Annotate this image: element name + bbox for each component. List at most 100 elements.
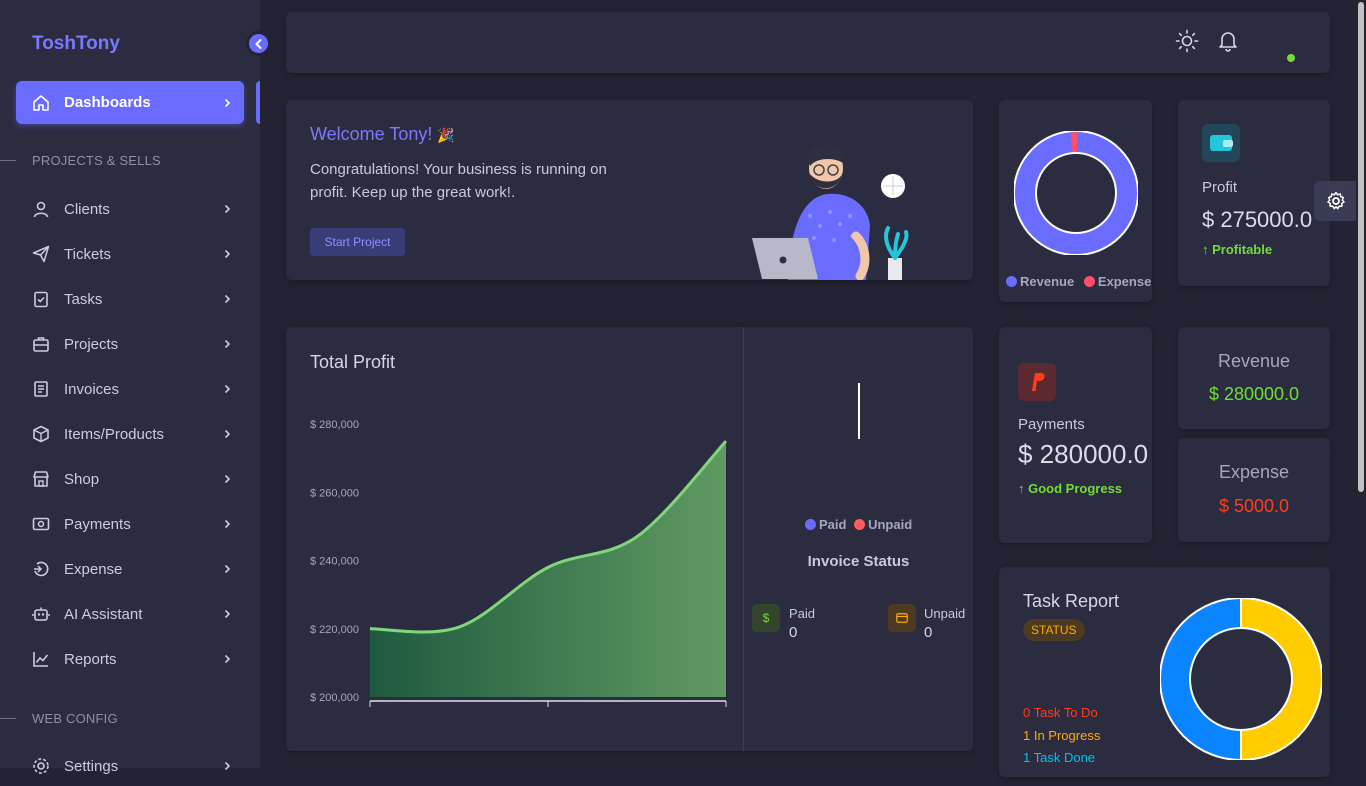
sidebar-item-expense[interactable]: Expense: [16, 549, 244, 589]
paypal-icon: [1018, 363, 1056, 401]
send-icon: [32, 245, 50, 263]
sidebar-item-label: Items/Products: [64, 425, 165, 443]
sun-icon[interactable]: [1175, 29, 1199, 53]
chevron-right-icon: [224, 384, 231, 394]
welcome-card: Welcome Tony! 🎉 Congratulations! Your bu…: [286, 100, 973, 280]
chevron-right-icon: [224, 204, 231, 214]
profit-area: [370, 441, 726, 697]
chevron-right-icon: [224, 761, 231, 771]
payments-card: Payments $ 280000.0 ↑ Good Progress: [999, 327, 1152, 543]
cash-icon: [32, 515, 50, 533]
avatar[interactable]: [1250, 24, 1290, 64]
in-progress-slice: [1240, 599, 1321, 759]
sidebar-item-tickets[interactable]: Tickets: [16, 234, 244, 274]
sidebar: ToshTony Dashboards PROJECTS & SELLS Cli…: [0, 0, 271, 775]
y-tick-label: $ 220,000: [310, 624, 359, 636]
revenue-value: $ 280000.0: [1208, 384, 1300, 404]
expense-value: $ 5000.0: [1218, 496, 1290, 516]
party-icon: 🎉: [437, 127, 455, 143]
task-report-title: Task Report: [1023, 591, 1120, 611]
task-report-donut: [1160, 598, 1322, 760]
theme-settings-button[interactable]: [1314, 181, 1358, 221]
task-in-progress: 1 In Progress: [1023, 728, 1101, 743]
collapse-sidebar-button[interactable]: [246, 31, 271, 56]
profit-line: [369, 440, 728, 634]
expense-card: Expense $ 5000.0: [1178, 438, 1330, 542]
chevron-left-icon: [254, 38, 261, 49]
payments-value: $ 280000.0: [1018, 439, 1149, 469]
dollar-icon: $: [752, 604, 780, 632]
revenue-card: Revenue $ 280000.0: [1178, 327, 1330, 429]
package-icon: [32, 425, 50, 443]
scrollbar-thumb[interactable]: [1358, 2, 1364, 492]
chart-line-icon: [32, 650, 50, 668]
y-tick-label: $ 240,000: [310, 556, 359, 568]
sidebar-item-payments[interactable]: Payments: [16, 504, 244, 544]
bell-icon[interactable]: [1216, 28, 1240, 52]
sidebar-item-items-products[interactable]: Items/Products: [16, 414, 244, 454]
total-profit-card: Total Profit $ 200,000 $ 220,000 $ 240,000…: [286, 327, 973, 751]
donut-legend: Revenue Expense: [1006, 274, 1151, 289]
legend-revenue-dot: [1006, 276, 1017, 287]
sidebar-item-label: Shop: [64, 470, 100, 488]
briefcase-icon: [32, 335, 50, 353]
section-web-config: WEB CONFIG: [0, 711, 118, 726]
sidebar-item-ai-assistant[interactable]: AI Assistant: [16, 594, 244, 634]
sidebar-item-reports[interactable]: Reports: [16, 639, 244, 679]
profit-status: ↑ Profitable: [1202, 242, 1273, 257]
chevron-right-icon: [224, 519, 231, 529]
receipt-icon: [32, 380, 50, 398]
done-slice: [1161, 599, 1242, 759]
y-tick-label: $ 200,000: [310, 692, 359, 704]
sidebar-item-invoices[interactable]: Invoices: [16, 369, 244, 409]
sidebar-item-label: Dashboards: [64, 94, 151, 111]
revenue-label: Revenue: [1217, 351, 1291, 371]
unpaid-label: Unpaid: [924, 606, 966, 621]
chevron-right-icon: [224, 339, 231, 349]
profit-label: Profit: [1202, 179, 1238, 196]
sidebar-item-label: Clients: [64, 200, 110, 218]
user-icon: [32, 200, 50, 218]
section-label: WEB CONFIG: [32, 711, 118, 726]
start-project-button[interactable]: Start Project: [310, 228, 405, 256]
total-profit-chart: $ 200,000 $ 220,000 $ 240,000 $ 260,000 $ 28…: [310, 419, 728, 707]
page-scrollbar[interactable]: [1356, 0, 1366, 768]
revenue-expense-card: Revenue Expense: [999, 100, 1152, 302]
sidebar-item-tasks[interactable]: Tasks: [16, 279, 244, 319]
profit-value: $ 275000.0: [1202, 207, 1313, 232]
wallet-small-icon: [888, 604, 916, 632]
sidebar-item-label: Tasks: [64, 290, 103, 308]
task-todo: 0 Task To Do: [1023, 705, 1098, 720]
expense-label: Expense: [1218, 462, 1290, 482]
invoice-chart-bar: [858, 383, 860, 439]
chevron-right-icon: [224, 249, 231, 259]
brand-logo[interactable]: ToshTony: [32, 33, 120, 54]
paid-label: Paid: [789, 606, 816, 621]
unpaid-value: 0: [924, 624, 933, 641]
invoice-legend: Paid Unpaid: [805, 517, 912, 532]
sidebar-item-label: Invoices: [64, 380, 120, 398]
y-tick-label: $ 280,000: [310, 419, 359, 431]
online-status-dot: [1287, 54, 1295, 62]
clipboard-check-icon: [32, 290, 50, 308]
gear-icon: [32, 757, 50, 775]
home-icon: [32, 94, 50, 112]
sidebar-item-projects[interactable]: Projects: [16, 324, 244, 364]
total-profit-title: Total Profit: [310, 352, 396, 372]
section-label: PROJECTS & SELLS: [32, 153, 161, 168]
chevron-right-icon: [224, 564, 231, 574]
revenue-expense-donut: [1014, 131, 1138, 255]
sidebar-item-label: Tickets: [64, 245, 111, 263]
developer-illustration: [752, 143, 909, 280]
legend-unpaid-dot: [854, 519, 866, 530]
sidebar-item-dashboards[interactable]: Dashboards: [16, 81, 244, 124]
paid-value: 0: [789, 624, 798, 641]
sidebar-item-shop[interactable]: Shop: [16, 459, 244, 499]
task-report-card: Task Report STATUS 0 Task To Do 1 In Pro…: [999, 567, 1330, 777]
sidebar-item-label: AI Assistant: [64, 605, 143, 623]
sidebar-item-clients[interactable]: Clients: [16, 189, 244, 229]
sidebar-item-label: Payments: [64, 515, 131, 533]
sidebar-item-settings[interactable]: Settings: [16, 746, 244, 786]
divider: [743, 327, 744, 751]
wallet-icon: [1202, 124, 1240, 162]
